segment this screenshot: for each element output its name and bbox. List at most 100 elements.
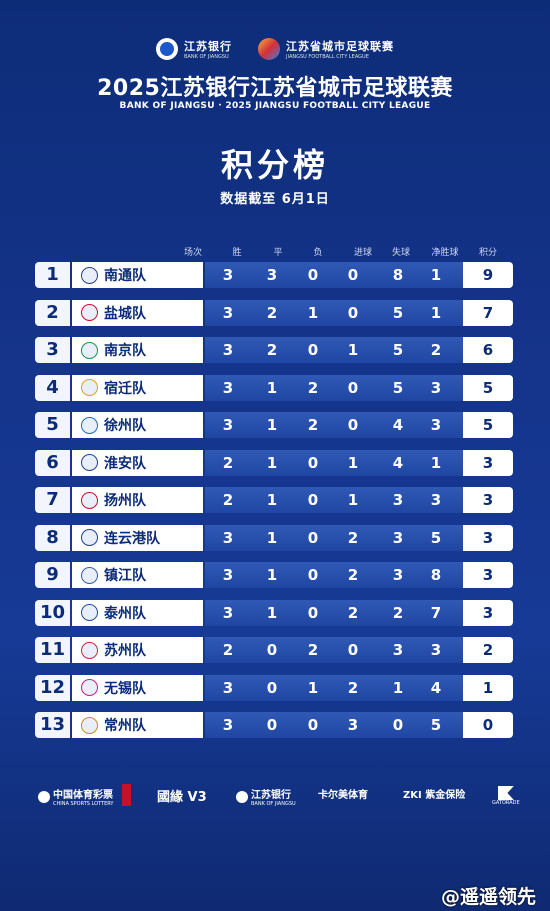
points-box: 7	[463, 299, 513, 326]
stat-won: 1	[266, 603, 278, 622]
stat-lost: 0	[347, 378, 359, 397]
stat-gf: 4	[392, 453, 404, 472]
team-name: 盐城队	[104, 305, 146, 322]
rank: 8	[35, 524, 70, 551]
stat-ga: 4	[430, 678, 442, 697]
rank: 12	[35, 674, 70, 701]
col-played: 场次	[183, 248, 203, 258]
team-name: 淮安队	[104, 455, 146, 472]
table-row: 6淮安队21014133	[35, 449, 513, 476]
stat-ga: 5	[430, 716, 442, 734]
stat-ga: 2	[430, 341, 442, 359]
header-logos: 江苏银行 BANK OF JIANGSU 江苏省城市足球联赛 JIANGSU F…	[0, 38, 550, 60]
stat-played: 3	[222, 266, 234, 284]
stat-played: 2	[222, 491, 234, 509]
stat-ga: 1	[430, 303, 442, 322]
stat-won: 1	[266, 378, 278, 397]
team-badge-icon	[81, 491, 98, 509]
points-box: 3	[463, 599, 513, 626]
col-goals-for: 进球	[353, 248, 373, 258]
stat-ga: 3	[430, 491, 442, 509]
points-box: 5	[463, 374, 513, 401]
lottery-cn: 中国体育彩票	[53, 790, 113, 801]
stats-cell: 20203302	[205, 637, 513, 663]
stat-played: 3	[222, 566, 234, 584]
team-name: 南京队	[104, 343, 146, 359]
stat-won: 0	[266, 678, 278, 697]
stat-drawn: 0	[307, 528, 319, 547]
team-cell: 南通队	[72, 262, 203, 288]
stat-played: 3	[222, 378, 234, 397]
rank: 11	[35, 637, 70, 663]
rank: 4	[35, 374, 70, 401]
stat-drawn: 0	[307, 266, 319, 284]
stat-gf: 3	[392, 491, 404, 509]
stats-cell: 32015236	[205, 337, 513, 363]
stat-won: 1	[266, 566, 278, 584]
team-name: 徐州队	[104, 418, 146, 434]
table-row: 2盐城队32105147	[35, 299, 513, 326]
table-row: 1南通队33008179	[35, 262, 513, 288]
sponsor-bar: 中国体育彩票 CHINA SPORTS LOTTERY 國緣 V3 江苏银行 BAN…	[0, 784, 550, 814]
stat-lost: 1	[347, 453, 359, 472]
team-cell: 徐州队	[72, 412, 203, 438]
stat-played: 2	[222, 641, 234, 659]
team-name: 无锡队	[104, 680, 146, 697]
rank: 6	[35, 449, 70, 476]
watermark: @遥遥领先	[440, 886, 536, 908]
page-subtitle: BANK OF JIANGSU · 2025 JIANGSU FOOTBALL …	[119, 101, 431, 111]
stat-points: 5	[482, 416, 494, 434]
col-points: 积分	[478, 248, 498, 258]
stat-ga: 3	[430, 641, 442, 659]
team-name: 南通队	[104, 268, 146, 284]
stat-points: 3	[482, 603, 494, 622]
lottery-en: CHINA SPORTS LOTTERY	[53, 801, 114, 807]
team-badge-icon	[81, 529, 98, 546]
col-goals-against: 失球	[391, 248, 411, 258]
team-cell: 南京队	[72, 337, 203, 363]
stat-won: 1	[266, 416, 278, 434]
stat-drawn: 0	[307, 603, 319, 622]
stat-gf: 3	[392, 566, 404, 584]
stat-lost: 2	[347, 566, 359, 584]
stat-gf: 5	[392, 378, 404, 397]
team-badge-icon	[81, 379, 98, 396]
team-badge-icon	[81, 454, 98, 471]
points-box: 6	[463, 337, 513, 363]
league-emblem-icon	[258, 38, 280, 60]
stat-lost: 3	[347, 716, 359, 734]
stat-lost: 1	[347, 491, 359, 509]
team-cell: 常州队	[72, 712, 203, 738]
stat-points: 3	[482, 453, 494, 472]
stat-played: 3	[222, 528, 234, 547]
stat-won: 2	[266, 341, 278, 359]
bank-sponsor-en: BANK OF JIANGSU	[251, 801, 296, 807]
stat-gf: 0	[392, 716, 404, 734]
stat-won: 1	[266, 528, 278, 547]
team-name: 镇江队	[104, 568, 146, 584]
points-box: 2	[463, 637, 513, 663]
points-box: 5	[463, 412, 513, 438]
stat-drawn: 1	[307, 303, 319, 322]
stat-points: 9	[482, 266, 494, 284]
seal-icon	[122, 784, 131, 806]
rank: 10	[35, 599, 70, 626]
col-goal-difference: 净胜球	[431, 248, 459, 258]
team-badge-icon	[81, 679, 98, 696]
col-won: 胜	[232, 248, 242, 258]
team-cell: 苏州队	[72, 637, 203, 663]
stat-won: 3	[266, 266, 278, 284]
stat-drawn: 2	[307, 641, 319, 659]
stat-ga: 5	[430, 528, 442, 547]
stat-gf: 3	[392, 641, 404, 659]
team-badge-icon	[81, 266, 98, 284]
stat-points: 3	[482, 566, 494, 584]
team-badge-icon	[81, 641, 98, 659]
table-row: 11苏州队20203302	[35, 637, 513, 663]
standings-title: 积分榜	[220, 146, 329, 184]
